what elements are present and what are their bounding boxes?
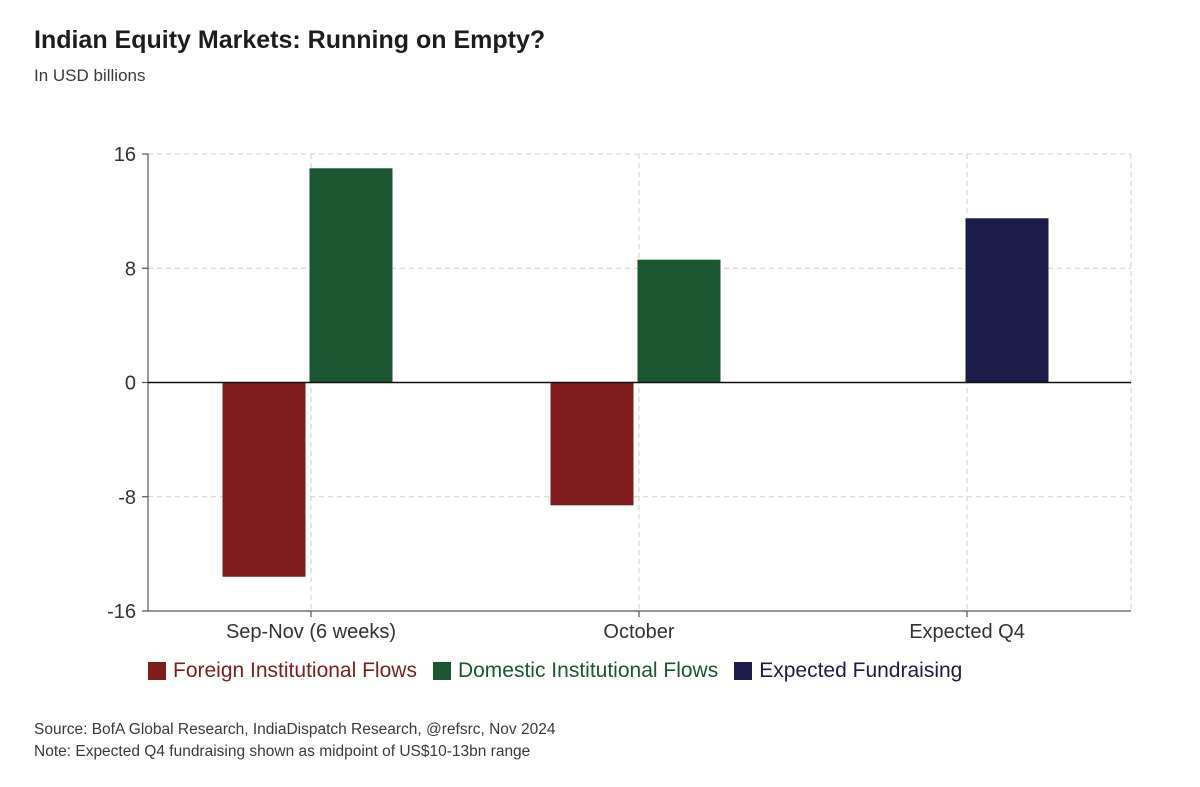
legend-item-fundraising: Expected Fundraising bbox=[734, 659, 962, 683]
bar-chart: 16 8 0 -8 -16 Sep-Nov (6 weeks) October Expect… bbox=[107, 144, 1132, 643]
y-tick-label-4: -16 bbox=[107, 601, 136, 623]
x-tick-label-2: Expected Q4 bbox=[909, 621, 1025, 643]
y-tick-label-0: 16 bbox=[114, 144, 136, 166]
bar-series1-cat1 bbox=[637, 259, 721, 383]
axes bbox=[142, 153, 1131, 617]
y-tick-label-1: 8 bbox=[125, 258, 136, 280]
chart-title: Indian Equity Markets: Running on Empty? bbox=[34, 26, 546, 54]
bars bbox=[222, 168, 1049, 577]
legend-item-foreign: Foreign Institutional Flows bbox=[148, 659, 417, 683]
legend-label-domestic: Domestic Institutional Flows bbox=[457, 659, 719, 682]
x-tick-labels: Sep-Nov (6 weeks) October Expected Q4 bbox=[226, 621, 1025, 643]
legend-swatch-fundraising bbox=[734, 662, 753, 680]
chart-legend: Foreign Institutional Flows Domestic Ins… bbox=[148, 659, 978, 683]
legend-swatch-foreign bbox=[148, 662, 166, 680]
legend-swatch-domestic bbox=[432, 662, 451, 680]
y-tick-label-2: 0 bbox=[125, 373, 136, 395]
methodology-note: Note: Expected Q4 fundraising shown as m… bbox=[34, 743, 531, 760]
legend-item-domestic: Domestic Institutional Flows bbox=[432, 659, 719, 683]
bar-series0-cat0 bbox=[222, 382, 306, 577]
legend-label-foreign: Foreign Institutional Flows bbox=[173, 659, 417, 682]
y-tick-labels: 16 8 0 -8 -16 bbox=[107, 144, 136, 623]
y-tick-label-3: -8 bbox=[118, 487, 136, 509]
legend-label-fundraising: Expected Fundraising bbox=[759, 659, 963, 682]
chart-footer: Source: BofA Global Research, IndiaDispa… bbox=[34, 719, 555, 763]
bar-series2-cat2 bbox=[965, 218, 1049, 383]
source-note: Source: BofA Global Research, IndiaDispa… bbox=[34, 721, 556, 738]
x-tick-label-0: Sep-Nov (6 weeks) bbox=[226, 621, 396, 643]
bar-series0-cat1 bbox=[550, 382, 634, 506]
bar-series1-cat0 bbox=[309, 168, 393, 383]
x-tick-label-1: October bbox=[603, 621, 674, 643]
chart-subtitle: In USD billions bbox=[34, 66, 146, 85]
